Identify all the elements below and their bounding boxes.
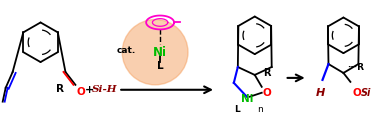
Text: R: R [263, 68, 270, 78]
Text: Si: Si [360, 88, 371, 98]
Text: R: R [56, 84, 65, 94]
Text: cat.: cat. [117, 46, 136, 55]
Text: Ni: Ni [241, 94, 253, 104]
Text: L: L [157, 61, 163, 71]
Text: O: O [263, 88, 271, 98]
Text: Si-H: Si-H [92, 85, 118, 94]
Text: Ni: Ni [153, 46, 167, 59]
Circle shape [122, 19, 188, 85]
Text: L: L [234, 105, 240, 114]
Text: H: H [316, 88, 325, 98]
Text: n: n [257, 105, 263, 114]
Text: +: + [84, 85, 94, 95]
Text: O: O [352, 88, 361, 98]
Text: O: O [76, 87, 85, 97]
Text: ···R: ···R [347, 63, 364, 72]
